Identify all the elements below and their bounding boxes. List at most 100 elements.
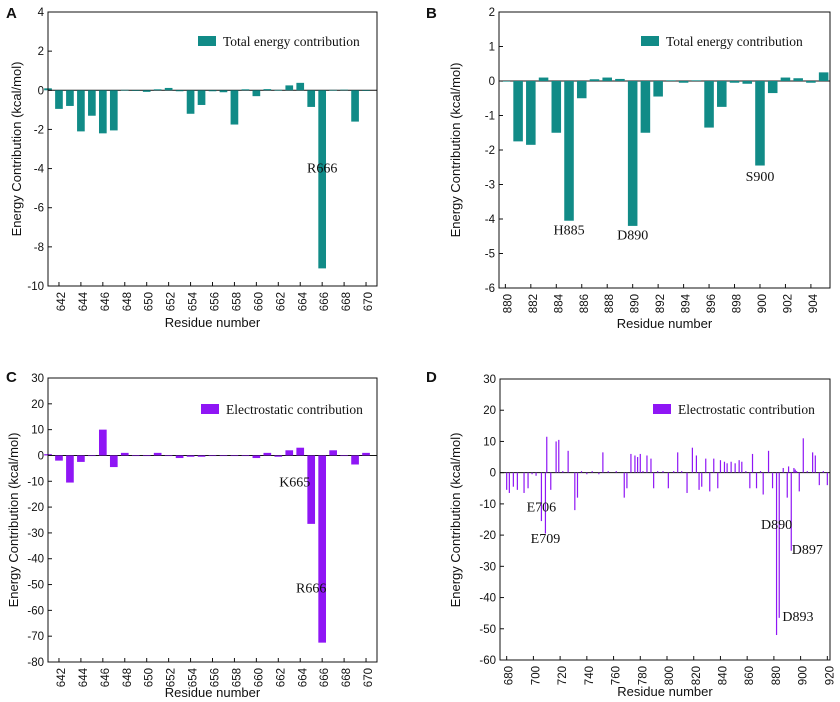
panel-a-bar: [131, 90, 140, 91]
panel-c-bar: [175, 455, 184, 459]
panel-b-bar: [640, 81, 651, 133]
panel-a-xtick-label: 658: [231, 292, 243, 311]
panel-c-xlabel: Residue number: [165, 685, 261, 700]
panel-d-bar: [782, 467, 784, 473]
panel-b-xtick-label: 902: [782, 294, 794, 313]
panel-a-bar: [362, 90, 370, 91]
panel-b-xtick-label: 894: [681, 293, 693, 313]
panel-a-xtick-label: 644: [78, 291, 90, 311]
panel-d-bar: [667, 472, 669, 489]
panel-a-ytick-label: 4: [38, 7, 45, 19]
panel-d-bar: [630, 453, 632, 473]
panel-a-ytick-label: 2: [38, 46, 44, 58]
panel-d-bars: [506, 436, 828, 636]
panel-a-xtick-label: 662: [275, 292, 287, 311]
panel-c-xtick-label: 658: [231, 668, 243, 687]
panel-c-xtick-label: 654: [188, 667, 200, 687]
panel-d-bar: [574, 472, 576, 511]
panel-d-annotation-e709: E709: [531, 532, 561, 547]
panel-d-bar: [650, 458, 652, 473]
panel-a-xtick-label: 656: [210, 292, 222, 311]
panel-b-xtick-label: 882: [528, 294, 540, 313]
panel-c-xtick-label: 642: [56, 668, 68, 687]
panel-label-c: C: [6, 369, 17, 386]
panel-b-annotation-d890: D890: [617, 229, 648, 244]
panel-d-bar: [550, 472, 552, 490]
panel-c-bar: [252, 455, 261, 459]
panel-d-bar: [681, 471, 683, 473]
panel-c-bar: [208, 455, 217, 457]
panel-d-bar: [793, 467, 795, 473]
panel-d-bar: [759, 471, 762, 473]
panel-d-bar: [544, 472, 547, 534]
panel-b-bar: [500, 81, 511, 82]
panel-b-ytick-label: 2: [489, 7, 495, 19]
panel-b-bar: [653, 81, 663, 97]
panel-c-legend-swatch: [201, 404, 219, 414]
panel-d-xtick-label: 860: [744, 666, 756, 685]
panel-a-bar: [164, 87, 173, 91]
panel-d-bar: [806, 471, 808, 473]
panel-c-frame: [47, 377, 378, 663]
panel-c-xtick-label: 650: [144, 668, 156, 687]
panel-d-ticks: 680 700 720 740 760 780 800 820 840 860 880 900 920 -…: [479, 374, 836, 685]
panel-d-xtick-label: 880: [771, 666, 783, 685]
panel-b-xtick-label: 904: [808, 293, 820, 313]
panel-d-bar: [639, 453, 641, 473]
panel-a: A 642 644 646 648 650 652 654 656 658 660 662 664 66…: [6, 5, 378, 330]
panel-d-bar: [719, 460, 722, 473]
panel-d-annotation-d897: D897: [792, 543, 823, 558]
panel-d-bar: [726, 463, 728, 473]
panel-c-bar: [230, 455, 239, 457]
panel-d-bar: [586, 472, 588, 475]
panel-b: B 880 882 884 886 888 890 892 894 896 898 900 902 90…: [426, 5, 831, 331]
panel-b-bars: [500, 72, 829, 226]
panel-d-bar: [701, 472, 703, 487]
panel-b-bar: [526, 81, 536, 145]
panel-c-ytick-label: -50: [27, 580, 44, 592]
panel-b-xtick-label: 896: [706, 294, 718, 313]
panel-c-bar: [98, 429, 107, 456]
panel-d-ylabel: Energy Contribution (kcal/mol): [448, 433, 463, 608]
panel-d-ytick-label: 30: [483, 374, 496, 386]
panel-c-bar: [296, 447, 305, 456]
panel-a-bar: [120, 89, 129, 91]
panel-d-bar: [580, 471, 583, 473]
panel-a-bar: [208, 90, 217, 92]
panel-d-ytick-label: -10: [479, 499, 496, 511]
panel-label-b: B: [426, 5, 437, 22]
panel-d-bar: [512, 472, 514, 487]
panel-d-legend-swatch: [653, 404, 671, 414]
panel-a-bar: [55, 90, 63, 109]
panel-c-ytick-label: 10: [31, 425, 44, 437]
panel-b-ytick-label: -6: [485, 283, 495, 295]
panel-b-ytick-label: 1: [489, 42, 495, 54]
panel-b-xlabel: Residue number: [617, 316, 713, 331]
panel-b-bar: [717, 81, 727, 107]
panel-c-annotations: K665 R666: [279, 475, 326, 596]
panel-b-bar: [627, 81, 638, 226]
panel-c-xtick-label: 664: [297, 667, 309, 687]
panel-d-bar: [531, 472, 533, 475]
panel-a-ylabel: Energy Contribution (kcal/mol): [9, 62, 24, 237]
panel-c-bar: [219, 455, 228, 457]
panel-d-xtick-label: 740: [584, 666, 596, 685]
panel-c-bar: [263, 452, 272, 456]
panel-d-xtick-label: 800: [664, 666, 676, 685]
panel-d-xtick-label: 760: [611, 666, 623, 685]
panel-d-ytick-label: -30: [479, 561, 496, 573]
panel-d-bar: [576, 472, 579, 498]
panel-d-bar: [653, 472, 655, 489]
panel-d-ytick-label: -60: [479, 655, 496, 667]
panel-c-ytick-label: -20: [27, 502, 44, 514]
panel-c-bar: [153, 452, 162, 456]
panel-b-bar: [589, 79, 600, 81]
panel-c-ticks: 642 644 646 648 650 652 654 656 658 660 662 664 666 6…: [27, 373, 375, 687]
panel-a-xtick-label: 646: [100, 292, 112, 311]
panel-d-bar: [794, 469, 796, 473]
panel-a-bar: [263, 89, 272, 91]
panel-a-bar: [296, 82, 305, 91]
panel-c-bar: [109, 455, 118, 468]
